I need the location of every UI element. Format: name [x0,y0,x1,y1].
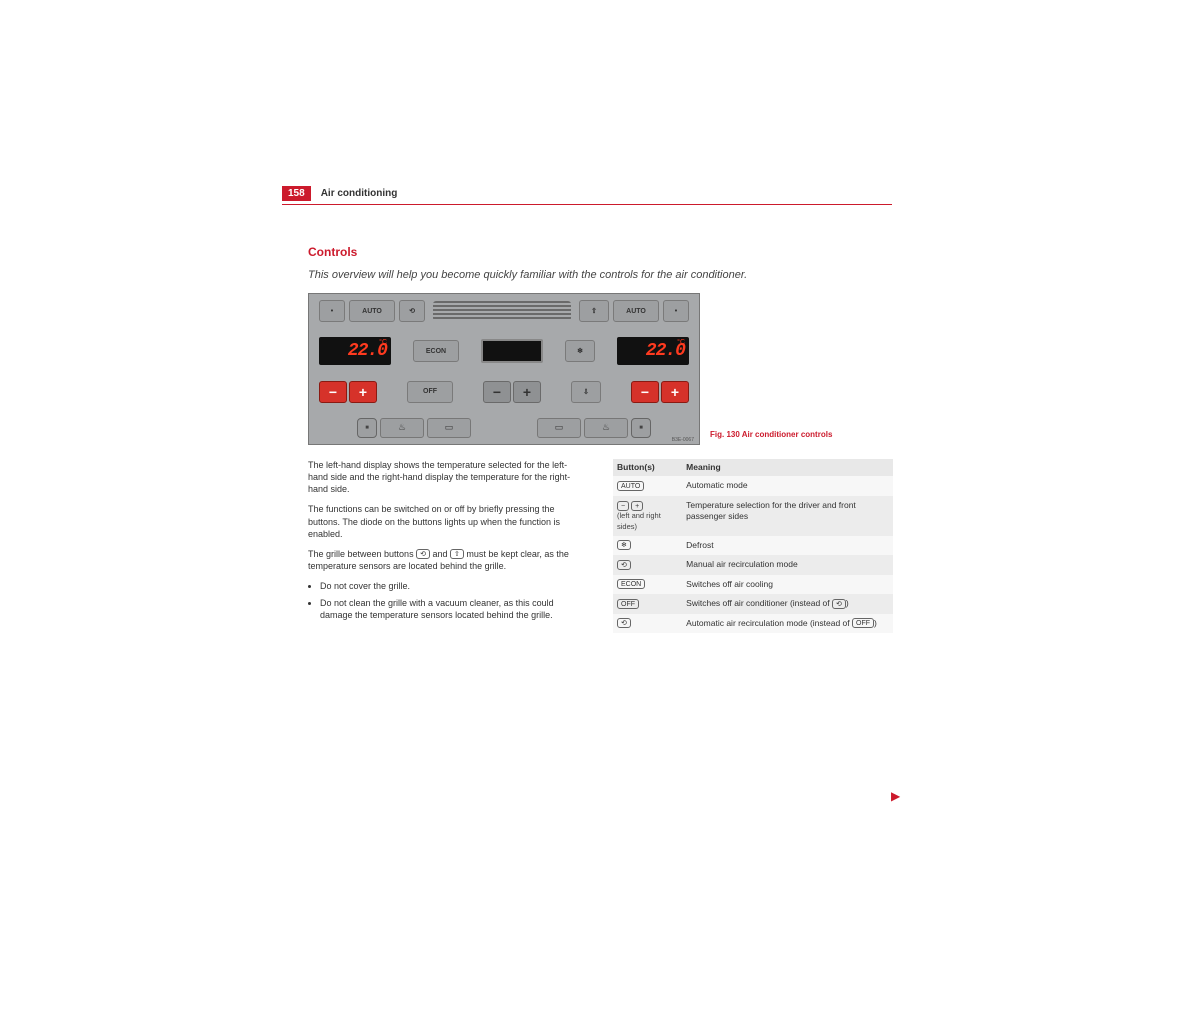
content-area: Controls This overview will help you bec… [308,245,893,633]
table-header-meaning: Meaning [682,459,893,476]
body-columns: The left-hand display shows the temperat… [308,459,893,633]
bullet-2: Do not clean the grille with a vacuum cl… [320,597,583,621]
table-row: ⟲ Automatic air recirculation mode (inste… [613,614,893,633]
figure-caption: Fig. 130 Air conditioner controls [710,430,880,439]
table-cell-button: ⟲ [613,555,682,574]
table-cell-button: −+(left and right sides) [613,496,682,536]
inline-key: ⟲ [832,599,846,609]
table-cell-button: AUTO [613,476,682,495]
panel-row-adjust: − + OFF − + ⇩ − + [319,381,689,403]
right-temp-unit: °C [677,339,685,346]
table-button-key: ⟲ [617,618,631,628]
table-button-key: + [631,501,643,511]
controls-table: Button(s) Meaning AUTOAutomatic mode−+(l… [613,459,893,633]
right-column: Button(s) Meaning AUTOAutomatic mode−+(l… [613,459,893,633]
table-row: ⟲ Manual air recirculation mode [613,555,893,574]
recirculation-icon: ⟲ [399,300,425,322]
table-button-key: ❄ [617,540,631,550]
left-column: The left-hand display shows the temperat… [308,459,583,633]
defrost-icon: ❄ [565,340,595,362]
auto-right-button: AUTO [613,300,659,322]
table-row: ❄ Defrost [613,536,893,555]
center-plus-button: + [513,381,541,403]
table-cell-meaning: Automatic mode [682,476,893,495]
rear-defrost-button: ▭ [537,418,581,438]
right-temp-display: °C 22.0 [617,337,689,365]
page-subtitle: This overview will help you become quick… [308,269,893,281]
table-button-key: − [617,501,629,511]
control-panel-figure: • AUTO ⟲ ⇧ AUTO • °C 22.0 ECON ❄ °C 2 [308,293,700,445]
inline-key: OFF [852,618,874,628]
front-defrost-button: ▭ [427,418,471,438]
center-display [481,339,543,363]
page-number: 158 [282,186,311,201]
right-dial [631,418,651,438]
paragraph-2: The functions can be switched on or off … [308,503,583,539]
right-dot-button: • [663,300,689,322]
left-temp-display: °C 22.0 [319,337,391,365]
paragraph-3: The grille between buttons ⟲ and ⇧ must … [308,548,583,572]
table-cell-button: OFF [613,594,682,613]
table-button-key: ECON [617,579,645,589]
left-plus-button: + [349,381,377,403]
center-minus-button: − [483,381,511,403]
table-row: ECON Switches off air cooling [613,575,893,594]
panel-model-code: B3E-0067 [672,437,694,443]
table-button-subnote: (left and right sides) [617,511,678,531]
page-title: Controls [308,245,893,259]
off-button: OFF [407,381,453,403]
center-vents [433,301,571,321]
table-cell-meaning: Defrost [682,536,893,555]
section-label: Air conditioning [321,188,398,199]
header-rule [282,204,892,205]
table-button-key: OFF [617,599,639,609]
left-temp-unit: °C [379,339,387,346]
left-dial [357,418,377,438]
table-cell-button: ⟲ [613,614,682,633]
inline-recirculation-key: ⟲ [416,549,430,559]
table-cell-meaning: Switches off air cooling [682,575,893,594]
up-arrow-button: ⇧ [579,300,609,322]
left-dot-button: • [319,300,345,322]
table-cell-meaning: Switches off air conditioner (instead of… [682,594,893,613]
panel-row-displays: °C 22.0 ECON ❄ °C 22.0 [319,337,689,365]
bullet-1: Do not cover the grille. [320,580,583,592]
panel-row-bottom: ♨ ▭ ▭ ♨ [319,418,689,438]
table-cell-meaning: Temperature selection for the driver and… [682,496,893,536]
auto-left-button: AUTO [349,300,395,322]
table-row: OFF Switches off air conditioner (instead… [613,594,893,613]
table-header-buttons: Button(s) [613,459,682,476]
table-cell-meaning: Manual air recirculation mode [682,555,893,574]
table-row: AUTO Automatic mode [613,476,893,495]
page-header: 158 Air conditioning [282,186,1200,201]
right-plus-button: + [661,381,689,403]
table-cell-button: ❄ [613,536,682,555]
table-button-key: AUTO [617,481,644,491]
right-minus-button: − [631,381,659,403]
left-seat-heat-button: ♨ [380,418,424,438]
control-panel: • AUTO ⟲ ⇧ AUTO • °C 22.0 ECON ❄ °C 2 [308,293,700,445]
paragraph-1: The left-hand display shows the temperat… [308,459,583,495]
left-minus-button: − [319,381,347,403]
bullet-list: Do not cover the grille. Do not clean th… [320,580,583,621]
next-page-arrow-icon: ▶ [891,789,900,803]
right-seat-heat-button: ♨ [584,418,628,438]
table-cell-button: ECON [613,575,682,594]
inline-up-key: ⇧ [450,549,464,559]
table-button-key: ⟲ [617,560,631,570]
down-arrow-button: ⇩ [571,381,601,403]
panel-row-top: • AUTO ⟲ ⇧ AUTO • [319,300,689,322]
table-row: −+(left and right sides)Temperature sele… [613,496,893,536]
econ-button: ECON [413,340,459,362]
table-cell-meaning: Automatic air recirculation mode (instea… [682,614,893,633]
